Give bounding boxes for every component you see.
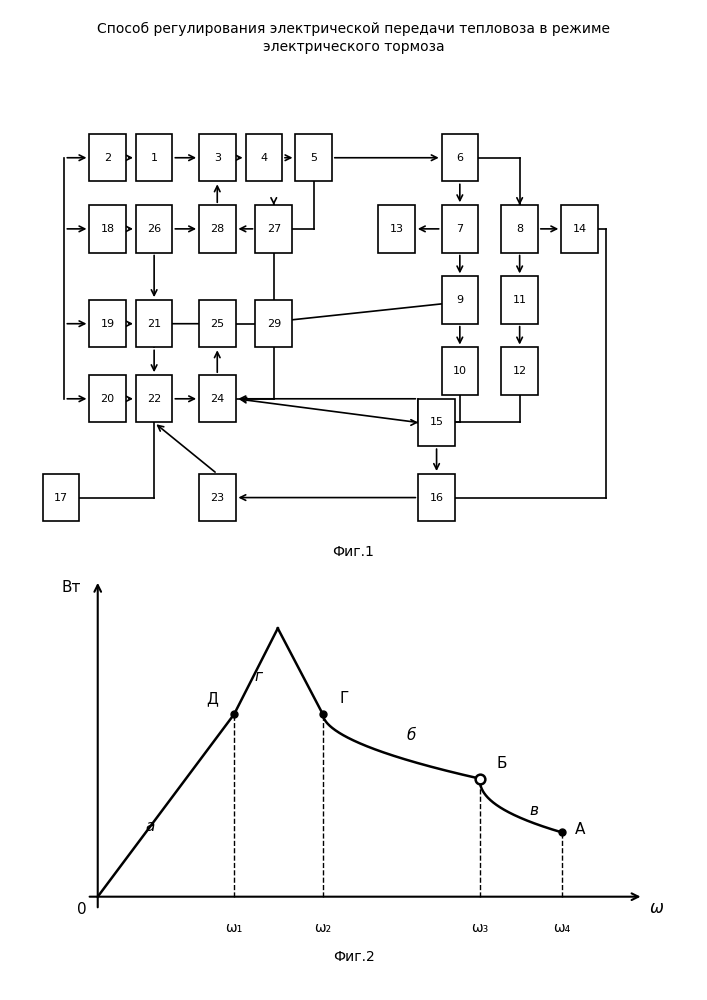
FancyBboxPatch shape [199, 300, 235, 347]
FancyBboxPatch shape [378, 205, 415, 253]
FancyBboxPatch shape [136, 134, 173, 181]
FancyBboxPatch shape [89, 205, 126, 253]
Text: 26: 26 [147, 224, 161, 234]
Text: а: а [145, 819, 154, 834]
Text: 9: 9 [456, 295, 463, 305]
Text: 14: 14 [573, 224, 587, 234]
Text: 3: 3 [214, 153, 221, 163]
Text: 6: 6 [456, 153, 463, 163]
Text: Б: Б [496, 756, 506, 771]
Text: Фиг.2: Фиг.2 [332, 950, 375, 964]
Text: 24: 24 [210, 394, 224, 404]
Text: 5: 5 [310, 153, 317, 163]
FancyBboxPatch shape [136, 205, 173, 253]
FancyBboxPatch shape [419, 399, 455, 446]
Text: Способ регулирования электрической передачи тепловоза в режиме: Способ регулирования электрической перед… [97, 22, 610, 36]
FancyBboxPatch shape [136, 300, 173, 347]
Text: 21: 21 [147, 319, 161, 329]
Text: б: б [407, 728, 416, 743]
Text: 27: 27 [267, 224, 281, 234]
Text: 20: 20 [100, 394, 115, 404]
Text: Г: Г [339, 691, 349, 706]
Text: ω₄: ω₄ [553, 921, 570, 935]
FancyBboxPatch shape [442, 205, 478, 253]
Text: 11: 11 [513, 295, 527, 305]
FancyBboxPatch shape [199, 474, 235, 521]
FancyBboxPatch shape [501, 276, 538, 324]
Text: 7: 7 [456, 224, 463, 234]
Text: 16: 16 [430, 493, 443, 503]
Text: ω₁: ω₁ [226, 921, 243, 935]
Text: 19: 19 [100, 319, 115, 329]
Text: 2: 2 [104, 153, 111, 163]
Text: 12: 12 [513, 366, 527, 376]
Text: 10: 10 [452, 366, 467, 376]
FancyBboxPatch shape [296, 134, 332, 181]
FancyBboxPatch shape [245, 134, 282, 181]
Text: 8: 8 [516, 224, 523, 234]
FancyBboxPatch shape [199, 375, 235, 422]
FancyBboxPatch shape [43, 474, 79, 521]
FancyBboxPatch shape [561, 205, 597, 253]
FancyBboxPatch shape [199, 205, 235, 253]
Text: Фиг.1: Фиг.1 [332, 545, 375, 559]
Text: 29: 29 [267, 319, 281, 329]
FancyBboxPatch shape [419, 474, 455, 521]
FancyBboxPatch shape [255, 205, 292, 253]
FancyBboxPatch shape [255, 300, 292, 347]
Text: 15: 15 [430, 417, 443, 427]
Text: 23: 23 [210, 493, 224, 503]
Text: 28: 28 [210, 224, 224, 234]
Text: А: А [575, 822, 585, 837]
FancyBboxPatch shape [89, 300, 126, 347]
Text: 0: 0 [76, 902, 86, 917]
FancyBboxPatch shape [442, 347, 478, 395]
FancyBboxPatch shape [501, 347, 538, 395]
FancyBboxPatch shape [442, 276, 478, 324]
Text: 4: 4 [260, 153, 267, 163]
Text: в: в [530, 803, 539, 818]
FancyBboxPatch shape [501, 205, 538, 253]
FancyBboxPatch shape [89, 375, 126, 422]
Text: г: г [255, 669, 263, 684]
Text: 17: 17 [54, 493, 68, 503]
Text: 18: 18 [100, 224, 115, 234]
FancyBboxPatch shape [442, 134, 478, 181]
Text: ω₃: ω₃ [471, 921, 489, 935]
Text: Д: Д [206, 691, 218, 706]
Text: 13: 13 [390, 224, 404, 234]
Text: 1: 1 [151, 153, 158, 163]
Text: 22: 22 [147, 394, 161, 404]
FancyBboxPatch shape [199, 134, 235, 181]
Text: ω: ω [650, 899, 664, 917]
Text: ω₂: ω₂ [314, 921, 332, 935]
Text: электрического тормоза: электрического тормоза [263, 40, 444, 54]
FancyBboxPatch shape [89, 134, 126, 181]
Text: 25: 25 [210, 319, 224, 329]
FancyBboxPatch shape [136, 375, 173, 422]
Text: Bт: Bт [62, 580, 81, 595]
